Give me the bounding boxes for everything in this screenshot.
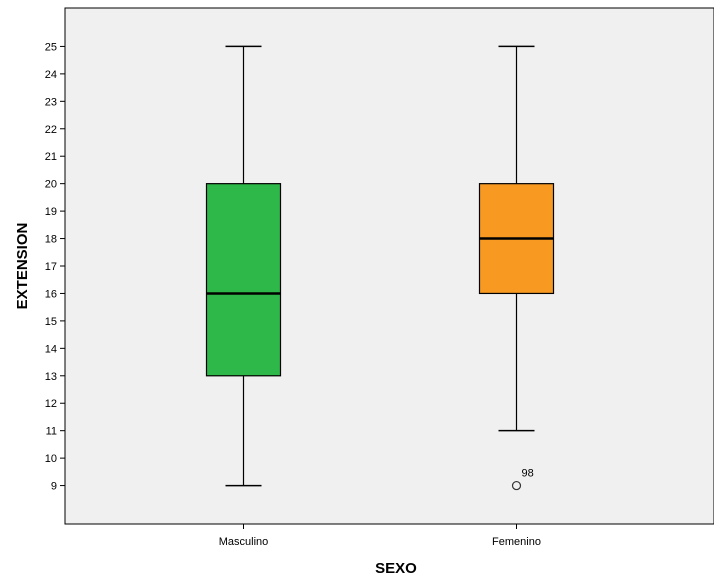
- y-tick-label-16: 16: [45, 288, 57, 300]
- y-tick-label-12: 12: [45, 398, 57, 410]
- x-tick-label-masculino: Masculino: [219, 536, 269, 548]
- y-tick-label-23: 23: [45, 96, 57, 108]
- y-tick-label-25: 25: [45, 41, 57, 53]
- outlier-label: 98: [522, 468, 534, 480]
- outlier-point: [511, 480, 522, 491]
- y-tick-label-21: 21: [45, 151, 57, 163]
- plot-area: [64, 7, 714, 525]
- y-tick-label-13: 13: [45, 371, 57, 383]
- y-tick-label-11: 11: [46, 426, 57, 438]
- x-axis-title: SEXO: [375, 560, 417, 577]
- x-tick-label-femenino: Femenino: [492, 536, 541, 548]
- y-tick-label-22: 22: [45, 124, 57, 136]
- y-tick-label-10: 10: [45, 453, 57, 465]
- y-tick-label-17: 17: [45, 261, 57, 273]
- y-tick-label-15: 15: [45, 316, 57, 328]
- y-tick-label-20: 20: [45, 179, 57, 191]
- box-femenino: 98: [478, 45, 555, 491]
- y-tick-label-14: 14: [45, 343, 57, 355]
- boxes: 98: [205, 45, 555, 491]
- y-tick-label-24: 24: [45, 69, 57, 81]
- box-masculino: [205, 45, 282, 487]
- y-tick-label-18: 18: [45, 234, 57, 246]
- y-tick-label-19: 19: [45, 206, 57, 218]
- y-axis: 9 10 11 12 13 14 15 16 17 18 19 20 21 22 23 24 25: [45, 41, 65, 493]
- x-axis: Masculino Femenino: [219, 524, 541, 548]
- y-tick-label-9: 9: [51, 481, 57, 493]
- iqr-box: [205, 183, 282, 377]
- y-axis-title: EXTENSION: [14, 223, 31, 310]
